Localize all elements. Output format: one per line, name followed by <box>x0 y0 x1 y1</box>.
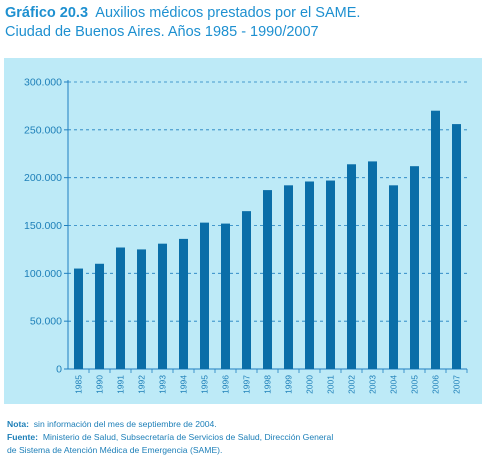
x-tick-label: 2004 <box>389 375 399 394</box>
y-tick-label: 300.000 <box>24 77 62 89</box>
bar <box>116 247 125 369</box>
x-tick-label: 1998 <box>263 375 273 394</box>
bar <box>431 110 440 369</box>
bar <box>410 166 419 369</box>
figure-number: Gráfico 20.3 <box>5 5 89 21</box>
title-line-2: Ciudad de Buenos Aires. Años 1985 - 1990… <box>5 24 319 40</box>
bar <box>284 185 293 369</box>
x-tick-label: 1991 <box>116 375 126 394</box>
chart-title: Gráfico 20.3 Auxilios médicos prestados … <box>5 4 360 42</box>
y-tick-label: 50.000 <box>30 316 62 328</box>
bar <box>452 124 461 370</box>
bar <box>305 181 314 369</box>
x-tick-label: 2007 <box>452 375 462 394</box>
x-tick-label: 1985 <box>74 375 84 394</box>
bar <box>368 161 377 369</box>
x-tick-label: 1994 <box>179 375 189 394</box>
y-tick-label: 200.000 <box>24 172 62 184</box>
x-tick-label: 1990 <box>95 375 105 394</box>
bar <box>389 185 398 369</box>
bar <box>221 223 230 369</box>
bar <box>347 164 356 369</box>
y-tick-label: 100.000 <box>24 268 62 280</box>
x-tick-label: 1996 <box>221 375 231 394</box>
bar <box>263 190 272 369</box>
bar <box>179 238 188 369</box>
y-tick-label: 150.000 <box>24 220 62 232</box>
x-tick-label: 1993 <box>158 375 168 394</box>
x-tick-label: 2000 <box>305 375 315 394</box>
title-line-1: Auxilios médicos prestados por el SAME. <box>95 5 361 21</box>
x-tick-label: 2002 <box>347 375 357 394</box>
fuente-label: Fuente: <box>7 432 39 442</box>
x-tick-label: 2006 <box>431 375 441 394</box>
bar <box>158 243 167 369</box>
bar <box>326 180 335 369</box>
x-tick-label: 2003 <box>368 375 378 394</box>
y-tick-label: 0 <box>56 364 62 376</box>
fuente-line-2: de Sistema de Atención Médica de Emergen… <box>7 445 223 455</box>
x-tick-label: 1992 <box>137 375 147 394</box>
x-tick-label: 1995 <box>200 375 210 394</box>
bar <box>74 268 83 369</box>
bar <box>95 263 104 369</box>
bar <box>242 211 251 369</box>
chart-notes: Nota: sin información del mes de septiem… <box>7 418 333 457</box>
x-tick-label: 2005 <box>410 375 420 394</box>
bar <box>137 249 146 369</box>
y-tick-label: 250.000 <box>24 124 62 136</box>
x-tick-label: 2001 <box>326 375 336 394</box>
fuente-line-1: Ministerio de Salud, Subsecretaría de Se… <box>42 432 334 442</box>
bar <box>200 222 209 369</box>
nota-text: sin información del mes de septiembre de… <box>33 419 217 429</box>
x-tick-label: 1997 <box>242 375 252 394</box>
x-tick-label: 1999 <box>284 375 294 394</box>
nota-label: Nota: <box>7 419 29 429</box>
